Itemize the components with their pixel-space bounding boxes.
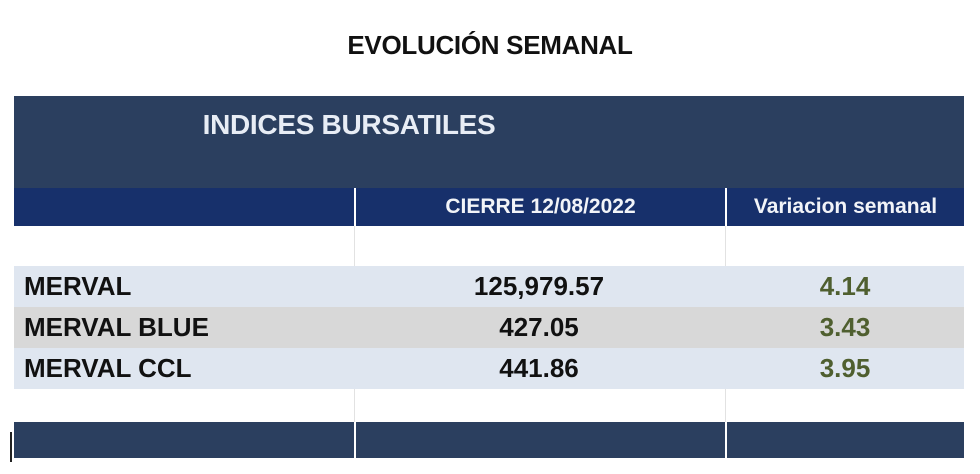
footer-divider [354,422,356,458]
header-cell-close: CIERRE 12/08/2022 [445,195,636,218]
page-title: EVOLUCIÓN SEMANAL [347,30,633,60]
table-title-band: INDICES BURSATILES [14,96,964,188]
table-row: MERVAL CCL 441.86 3.95 [14,348,964,389]
row-variation-value: 3.95 [819,353,871,383]
table-row: MERVAL 125,979.57 4.14 [14,266,964,307]
row-name: MERVAL CCL [24,353,192,383]
row-name: MERVAL BLUE [24,312,209,342]
table-row: MERVAL BLUE 427.05 3.43 [14,307,964,348]
table-title: INDICES BURSATILES [202,109,496,140]
footer-divider [725,422,727,458]
header-cell-variation: Variacion semanal [753,195,938,218]
text-cursor [10,432,12,462]
table-footer-band [14,422,964,458]
table-header-row: CIERRE 12/08/2022 Variacion semanal [14,188,964,226]
row-close-value: 125,979.57 [473,271,605,301]
header-divider [354,188,356,226]
row-name: MERVAL [24,271,132,301]
row-close-value: 441.86 [499,353,579,383]
row-close-value: 427.05 [499,312,579,342]
header-cell-name [14,188,354,226]
header-divider [725,188,727,226]
row-variation-value: 3.43 [819,312,871,342]
row-variation-value: 4.14 [819,271,871,301]
